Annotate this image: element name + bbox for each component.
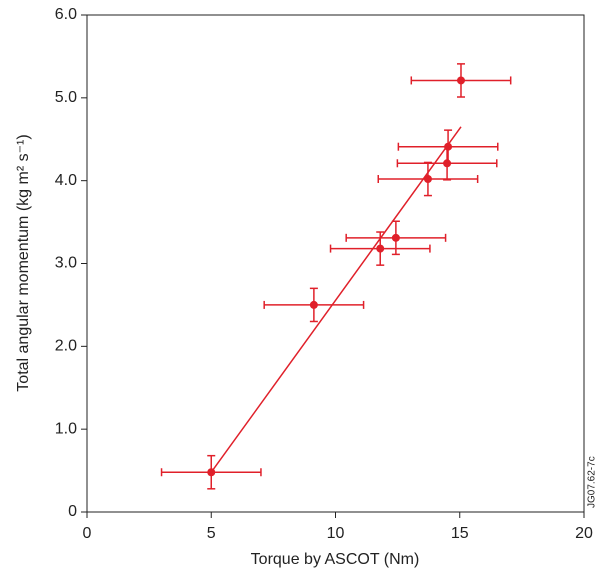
x-tick-label: 10 — [327, 525, 345, 542]
plot-frame — [86, 14, 585, 513]
data-point — [376, 244, 385, 253]
watermark: JG07.62-7c — [587, 456, 597, 508]
y-tick-label: 0 — [68, 503, 77, 520]
fit-line — [210, 126, 462, 473]
x-tick-label: 0 — [83, 525, 92, 542]
data-point — [207, 468, 216, 477]
y-axis-label: Total angular momentum (kg m² s⁻¹) — [15, 134, 32, 391]
y-tick-label: 1.0 — [55, 420, 77, 437]
x-tick-label: 20 — [575, 525, 593, 542]
x-tick-label: 5 — [207, 525, 216, 542]
data-point — [456, 76, 465, 85]
y-tick-label: 3.0 — [55, 255, 77, 272]
data-point — [309, 300, 318, 309]
data-point — [423, 175, 432, 184]
data-point — [391, 233, 400, 242]
y-tick-label: 2.0 — [55, 338, 77, 355]
data-point — [444, 142, 453, 151]
x-tick-label: 15 — [451, 525, 469, 542]
y-tick-label: 6.0 — [55, 6, 77, 23]
x-axis-label: Torque by ASCOT (Nm) — [251, 551, 420, 568]
y-tick-label: 5.0 — [55, 89, 77, 106]
y-tick-label: 4.0 — [55, 172, 77, 189]
